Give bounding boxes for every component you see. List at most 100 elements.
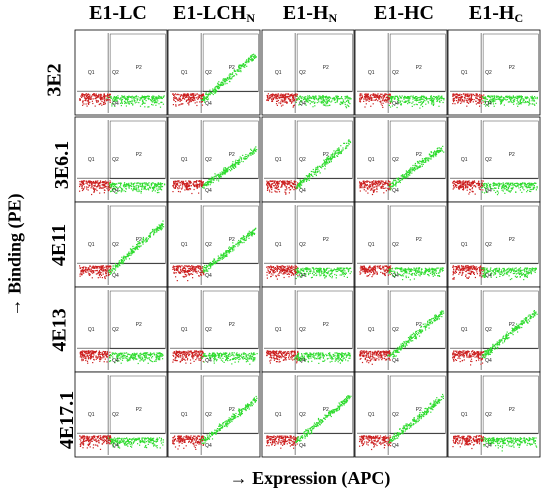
dot-plot: Q1 Q2 Q4 P2 [354,116,448,203]
gate-label-q2: Q2 [485,327,492,333]
p2-gate [109,375,166,435]
gate-label-q4: Q4 [299,358,306,364]
gate-label-q2: Q2 [112,157,119,163]
gate-label-q2: Q2 [485,242,492,248]
gate-label-q4: Q4 [112,188,119,194]
dot-plot: Q1 Q2 Q4 P2 [354,286,448,373]
p2-gate [389,290,446,350]
gate-label-p2: P2 [509,65,515,71]
gate-label-p2: P2 [509,152,515,158]
gate-label-q4: Q4 [299,188,306,194]
gate-label-q1: Q1 [461,412,468,418]
gate-label-q2: Q2 [392,157,399,163]
gate-label-q1: Q1 [275,327,282,333]
gate-label-q2: Q2 [112,70,119,76]
gate-label-q4: Q4 [205,443,212,449]
column-header-e1-lc: E1-LC [89,2,147,24]
gate-label-p2: P2 [416,237,422,243]
p2-gate [109,33,166,93]
p2-gate [296,205,353,265]
gate-label-q2: Q2 [112,242,119,248]
gate-label-q1: Q1 [181,412,188,418]
gate-label-q4: Q4 [205,358,212,364]
dot-plot: Q1 Q2 Q4 P2 [354,29,448,116]
gate-label-q4: Q4 [485,188,492,194]
dot-plot: Q1 Q2 Q4 P2 [167,201,261,288]
dot-plot: Q1 Q2 Q4 P2 [447,116,541,203]
gate-label-q1: Q1 [275,242,282,248]
gate-label-q1: Q1 [181,327,188,333]
gate-label-q2: Q2 [299,157,306,163]
gate-label-q1: Q1 [88,412,95,418]
p2-gate [389,205,446,265]
gate-label-p2: P2 [323,322,329,328]
p2-gate [482,375,539,435]
gate-label-q2: Q2 [205,157,212,163]
gate-label-p2: P2 [136,237,142,243]
p2-gate [109,290,166,350]
gate-label-q4: Q4 [205,188,212,194]
gate-label-q2: Q2 [392,70,399,76]
gate-label-q4: Q4 [392,188,399,194]
gate-label-q2: Q2 [112,327,119,333]
gate-label-p2: P2 [136,152,142,158]
gate-label-q2: Q2 [485,157,492,163]
gate-label-q4: Q4 [392,273,399,279]
gate-label-q4: Q4 [112,443,119,449]
column-header-e1-lchn: E1-LCHN [172,2,255,25]
p2-gate [389,375,446,435]
gate-label-q1: Q1 [88,327,95,333]
gate-label-q1: Q1 [461,157,468,163]
dot-plot: Q1 Q2 Q4 P2 [354,371,448,458]
gate-label-q4: Q4 [485,101,492,107]
p2-gate [296,33,353,93]
gate-label-p2: P2 [323,152,329,158]
plot-frame [354,116,448,203]
dot-plot: Q1 Q2 Q4 P2 [447,371,541,458]
gate-label-q2: Q2 [112,412,119,418]
dot-plot: Q1 Q2 Q4 P2 [74,29,168,116]
gate-label-q1: Q1 [181,157,188,163]
gate-label-q4: Q4 [392,101,399,107]
gate-label-q1: Q1 [461,242,468,248]
gate-label-q4: Q4 [112,358,119,364]
gate-label-p2: P2 [229,237,235,243]
gate-label-p2: P2 [229,152,235,158]
p2-gate [296,290,353,350]
dot-plot: Q1 Q2 Q4 P2 [167,29,261,116]
p2-gate [202,120,259,180]
p2-gate [202,33,259,93]
gate-label-p2: P2 [323,407,329,413]
gate-label-p2: P2 [509,237,515,243]
gate-label-q4: Q4 [485,358,492,364]
gate-label-q4: Q4 [299,101,306,107]
p2-gate [109,205,166,265]
p2-gate [389,33,446,93]
dot-plot: Q1 Q2 Q4 P2 [261,371,355,458]
p2-gate [109,120,166,180]
plot-frame [447,286,541,373]
dot-plot: Q1 Q2 Q4 P2 [167,286,261,373]
gate-label-p2: P2 [416,152,422,158]
gate-label-q2: Q2 [485,70,492,76]
dot-plot: Q1 Q2 Q4 P2 [261,116,355,203]
p2-gate [482,33,539,93]
gate-label-q1: Q1 [275,157,282,163]
gate-label-p2: P2 [229,65,235,71]
dot-plot: Q1 Q2 Q4 P2 [447,29,541,116]
gate-label-q1: Q1 [275,412,282,418]
p2-gate [482,205,539,265]
dot-plot: Q1 Q2 Q4 P2 [261,29,355,116]
gate-label-q2: Q2 [205,327,212,333]
gate-label-q4: Q4 [205,273,212,279]
gate-label-q1: Q1 [368,157,375,163]
gate-label-p2: P2 [323,237,329,243]
gate-label-q2: Q2 [392,412,399,418]
gate-label-p2: P2 [323,65,329,71]
gate-label-q4: Q4 [205,101,212,107]
plot-frame [167,371,261,458]
gate-label-q4: Q4 [299,443,306,449]
gate-label-q4: Q4 [392,358,399,364]
gate-label-q4: Q4 [299,273,306,279]
